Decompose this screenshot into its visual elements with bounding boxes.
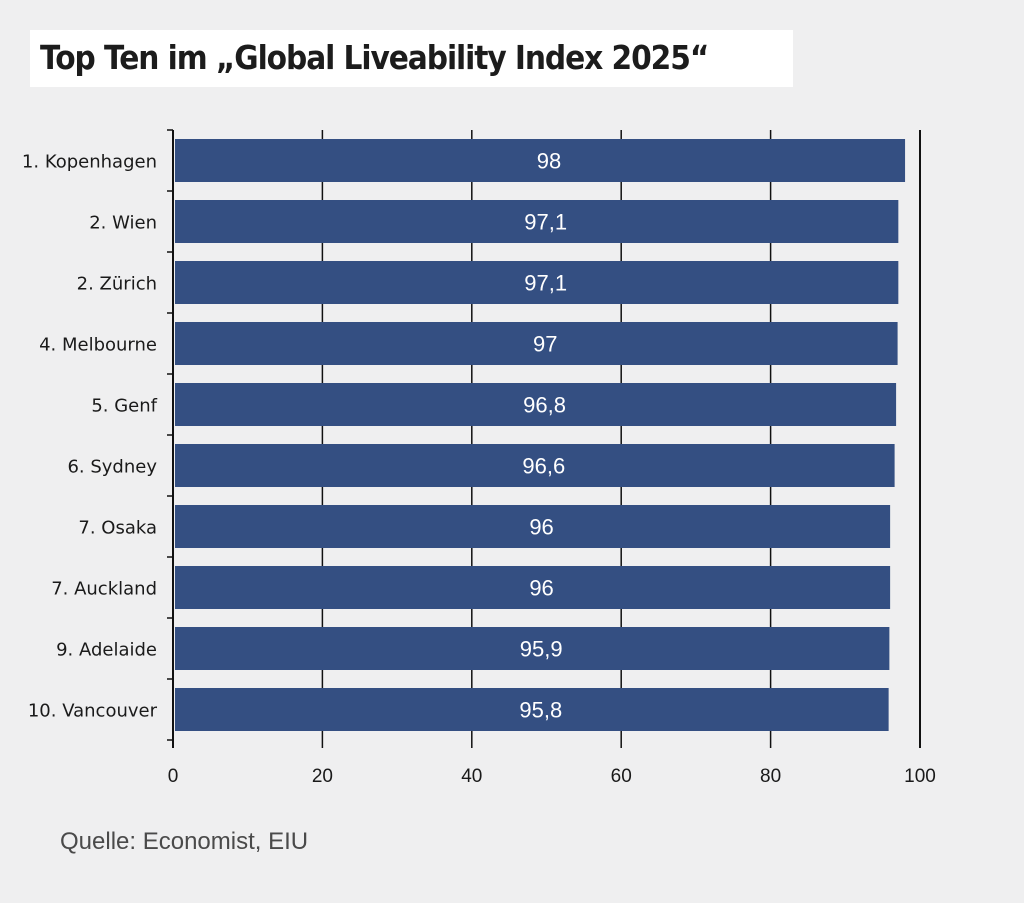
category-label: 4. Melbourne (39, 335, 157, 356)
category-label: 7. Osaka (78, 518, 157, 539)
chart-title: Top Ten im „Global Liveability Index 202… (40, 38, 709, 77)
category-label: 10. Vancouver (28, 701, 158, 722)
source-note: Quelle: Economist, EIU (60, 828, 309, 855)
category-label: 1. Kopenhagen (22, 152, 157, 173)
bar (175, 688, 889, 731)
bar (175, 200, 899, 243)
x-tick-label: 60 (611, 766, 632, 787)
x-tick-label: 0 (168, 766, 179, 787)
data-label: 95,9 (520, 637, 563, 662)
x-tick-label: 100 (904, 766, 936, 787)
data-label: 96,8 (523, 393, 566, 418)
category-label: 9. Adelaide (56, 640, 157, 661)
data-label: 96,6 (522, 454, 565, 479)
x-tick-label: 40 (461, 766, 482, 787)
data-label: 97 (533, 332, 557, 357)
category-label: 7. Auckland (51, 579, 157, 600)
data-label: 97,1 (524, 271, 567, 296)
bar (175, 322, 898, 365)
data-label: 95,8 (519, 698, 562, 723)
bar (175, 139, 906, 182)
x-tick-label: 20 (312, 766, 333, 787)
data-label: 96 (529, 515, 553, 540)
bar (175, 627, 890, 670)
category-label: 6. Sydney (67, 457, 157, 478)
x-tick-label: 80 (760, 766, 781, 787)
category-label: 2. Wien (89, 213, 157, 234)
category-label: 2. Zürich (77, 274, 157, 295)
category-label: 5. Genf (91, 396, 157, 417)
bar (175, 566, 891, 609)
data-label: 96 (529, 576, 553, 601)
title-box: Top Ten im „Global Liveability Index 202… (30, 30, 793, 87)
bar (175, 261, 899, 304)
data-label: 97,1 (524, 210, 567, 235)
bar (175, 505, 891, 548)
bar (175, 444, 895, 487)
data-label: 98 (537, 149, 561, 174)
bar (175, 383, 897, 426)
